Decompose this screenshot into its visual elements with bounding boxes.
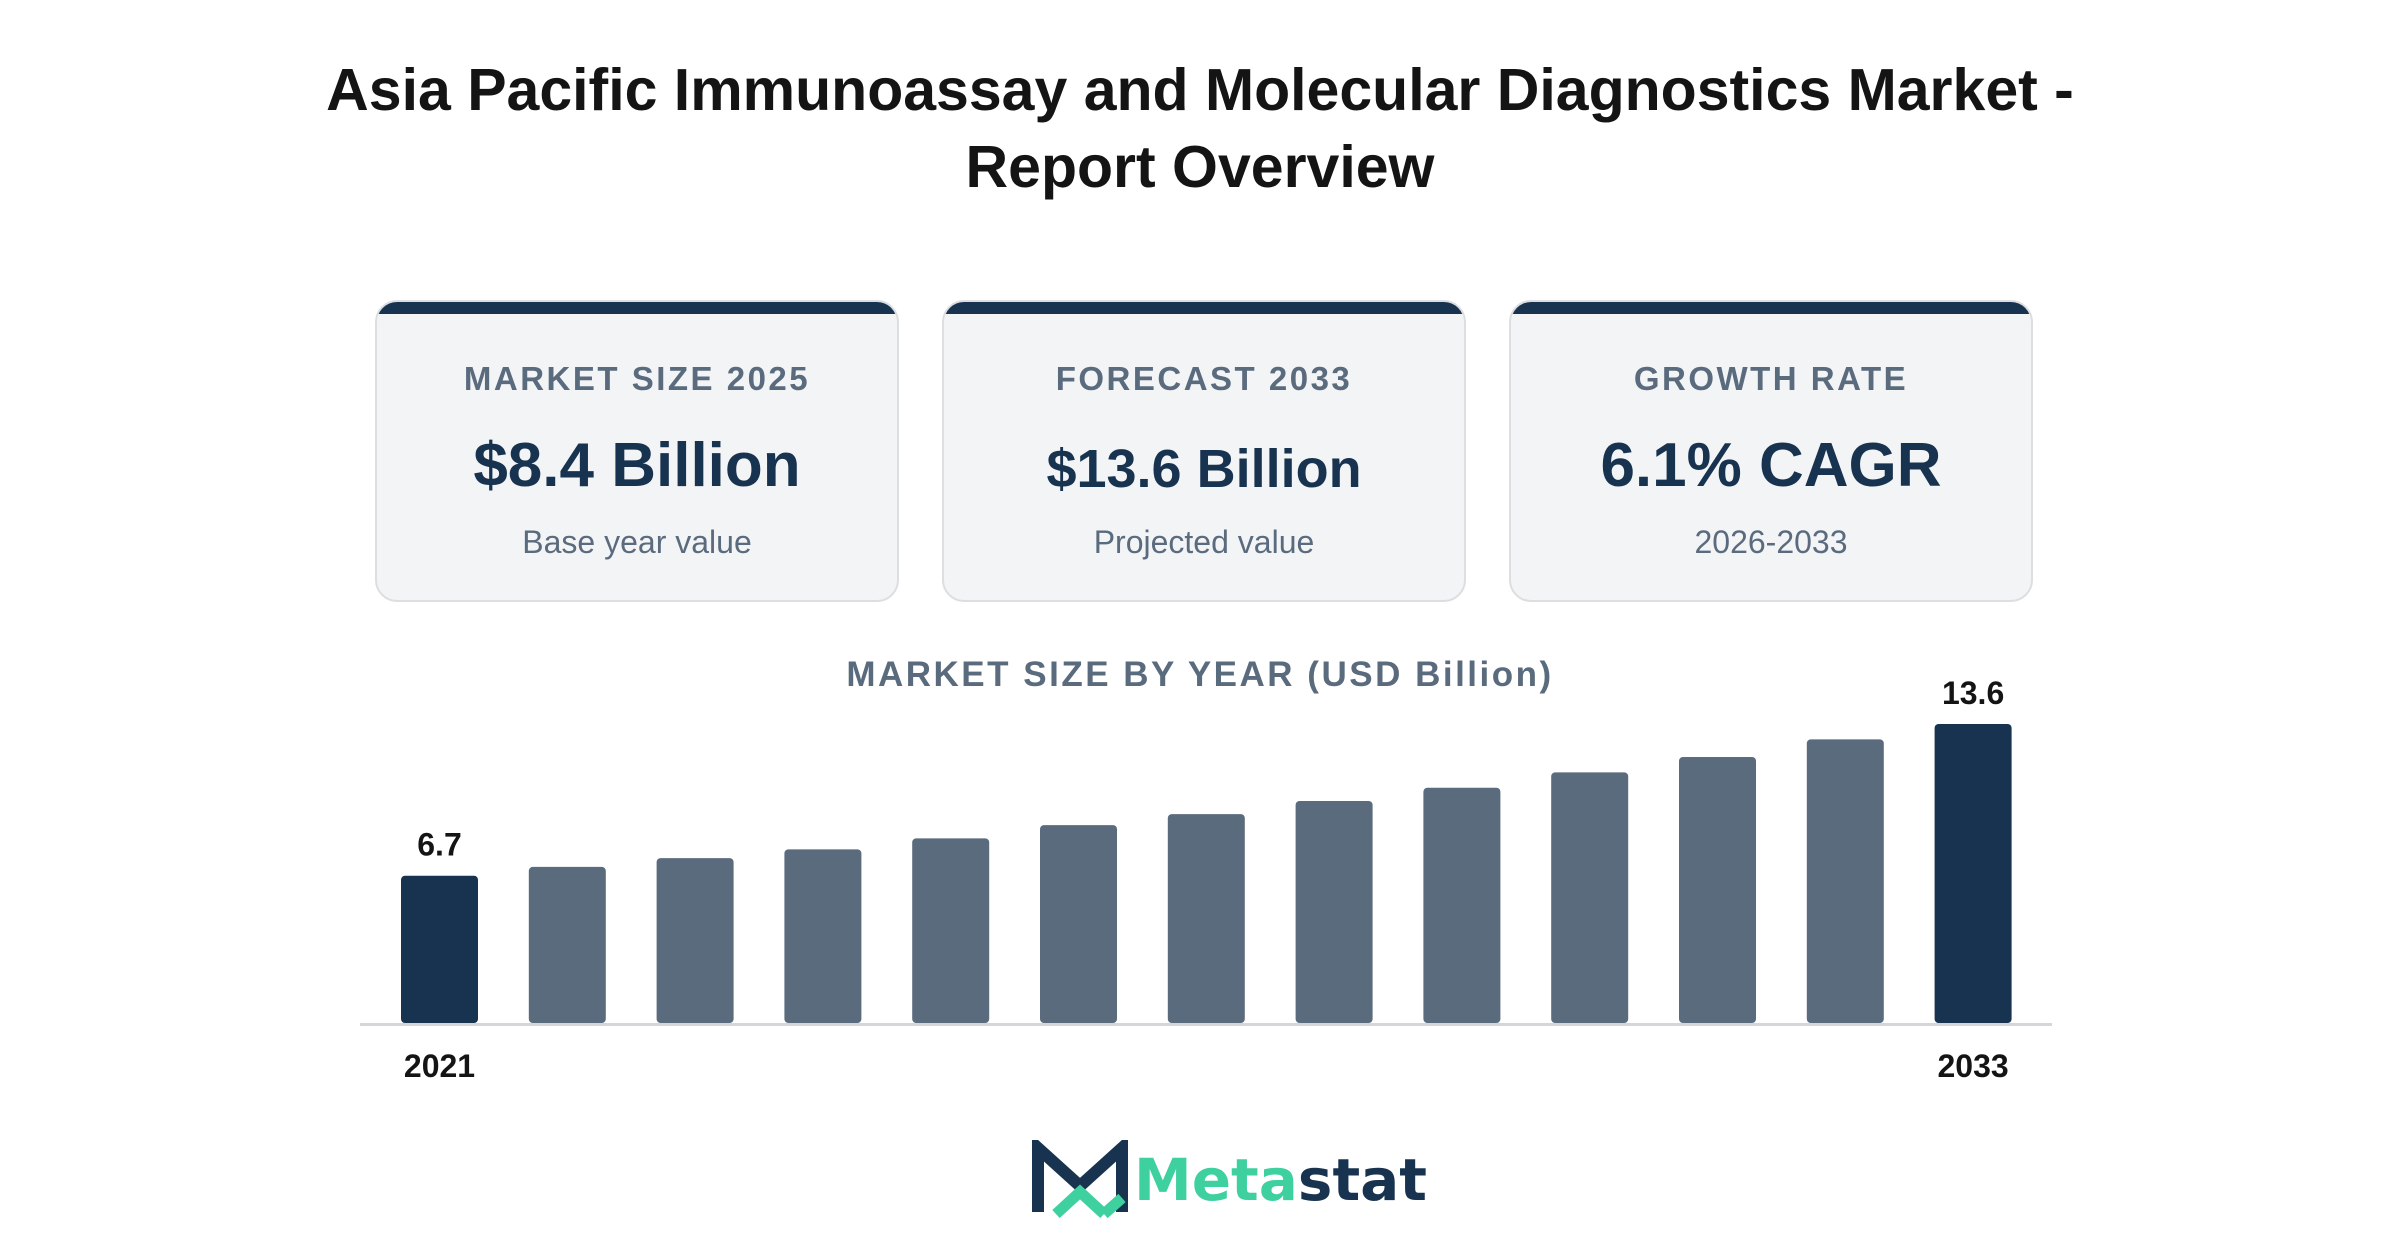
bar-2026 (1040, 825, 1117, 1023)
logo-wordmark: Metastat (1134, 1146, 1427, 1214)
card-subtext: Base year value (522, 524, 752, 560)
title-line-1: Asia Pacific Immunoassay and Molecular D… (326, 57, 2074, 123)
card-label: MARKET SIZE 2025 (463, 360, 811, 397)
title-line-2: Report Overview (965, 134, 1435, 200)
bar-2027 (1167, 814, 1245, 1023)
card-growth-rate: GROWTH RATE 6.1% CAGR 2026-2033 (1509, 300, 2033, 602)
bar-2022 (528, 866, 606, 1023)
logo-text-meta: Meta (1134, 1146, 1298, 1214)
bar-2028 (1295, 800, 1373, 1023)
bar-2023 (656, 858, 734, 1023)
metastat-m-logo-icon (1032, 1140, 1128, 1219)
bar-2021 (401, 875, 478, 1023)
card-subtext: 2026-2033 (1694, 524, 1848, 560)
card-accent-bar (944, 302, 1464, 314)
bar-2032 (1806, 739, 1884, 1023)
tick-label-2033: 2033 (1938, 1048, 2009, 1084)
value-label-2033: 13.6 (1942, 675, 2004, 711)
card-label: FORECAST 2033 (1055, 360, 1353, 397)
bar-2024 (784, 849, 862, 1023)
card-value: $8.4 Billion (473, 431, 801, 500)
card-market-size: MARKET SIZE 2025 $8.4 Billion Base year … (375, 300, 899, 602)
value-label-2021: 6.7 (417, 827, 461, 863)
bar-2029 (1423, 787, 1501, 1023)
card-subtext: Projected value (1093, 524, 1315, 560)
card-value: $13.6 Billion (1046, 439, 1362, 499)
logo-text-stat: stat (1297, 1146, 1428, 1214)
bar-2031 (1679, 756, 1756, 1023)
card-label: GROWTH RATE (1633, 360, 1909, 397)
metastat-logo: Metastat (1030, 1140, 1427, 1220)
card-forecast: FORECAST 2033 $13.6 Billion Projected va… (942, 300, 1466, 602)
card-accent-bar (1511, 302, 2031, 314)
page-title: Asia Pacific Immunoassay and Molecular D… (0, 52, 2400, 206)
card-accent-bar (377, 302, 897, 314)
bar-2033 (1934, 724, 2012, 1023)
tick-label-2021: 2021 (404, 1048, 475, 1084)
card-value: 6.1% CAGR (1600, 431, 1942, 500)
chart-title: MARKET SIZE BY YEAR (USD Billion) (846, 655, 1554, 694)
bar-2025 (912, 838, 990, 1023)
bar-2030 (1551, 772, 1629, 1023)
bar-chart: 6.7 2021 13.6 2033 (360, 675, 2052, 1084)
